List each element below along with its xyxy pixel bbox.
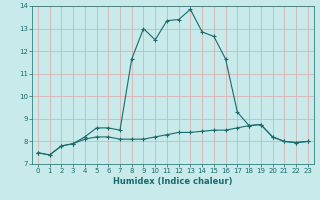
X-axis label: Humidex (Indice chaleur): Humidex (Indice chaleur) [113,177,233,186]
